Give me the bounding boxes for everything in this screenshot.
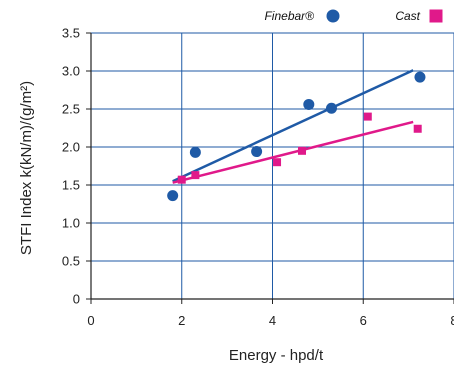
legend-marker-circle bbox=[326, 9, 340, 23]
x-tick-label: 2 bbox=[178, 313, 185, 328]
y-tick-label: 1.5 bbox=[62, 178, 80, 193]
data-points bbox=[167, 71, 426, 202]
point-cast bbox=[363, 112, 372, 121]
point-cast bbox=[297, 146, 306, 155]
x-tick-label: 0 bbox=[87, 313, 94, 328]
x-tick-label: 6 bbox=[360, 313, 367, 328]
trendlines bbox=[172, 69, 414, 184]
point-finebar bbox=[414, 71, 426, 83]
y-tick-label: 2.5 bbox=[62, 102, 80, 117]
point-finebar bbox=[189, 146, 201, 158]
y-tick-label: 2.0 bbox=[62, 140, 80, 155]
legend-label: Finebar® bbox=[264, 9, 314, 23]
point-finebar bbox=[303, 98, 315, 110]
trendline-finebar bbox=[172, 69, 414, 183]
point-finebar bbox=[167, 190, 179, 202]
legend: Finebar® Cast bbox=[264, 9, 443, 23]
point-finebar bbox=[325, 102, 337, 114]
x-tick-label: 4 bbox=[269, 313, 276, 328]
legend-marker-square bbox=[429, 9, 443, 23]
y-tick-label: 0.5 bbox=[62, 254, 80, 269]
tick-labels: 0 2 4 6 8 0 0.5 1.0 1.5 2.0 2.5 3.0 3.5 bbox=[62, 26, 454, 329]
grid bbox=[86, 32, 454, 304]
y-tick-label: 1.0 bbox=[62, 216, 80, 231]
legend-label: Cast bbox=[395, 9, 420, 23]
y-axis-title: STFI Index k(kN/m)/(g/m²) bbox=[18, 81, 35, 255]
x-tick-label: 8 bbox=[450, 313, 454, 328]
y-tick-label: 3.0 bbox=[62, 64, 80, 79]
trendline-cast bbox=[172, 120, 414, 184]
point-cast bbox=[191, 171, 200, 180]
point-finebar bbox=[251, 146, 263, 158]
x-axis-title: Energy - hpd/t bbox=[229, 347, 324, 364]
point-cast bbox=[177, 175, 186, 184]
point-cast bbox=[273, 158, 282, 167]
y-tick-label: 3.5 bbox=[62, 26, 80, 41]
point-cast bbox=[413, 124, 422, 133]
y-tick-label: 0 bbox=[73, 292, 80, 307]
